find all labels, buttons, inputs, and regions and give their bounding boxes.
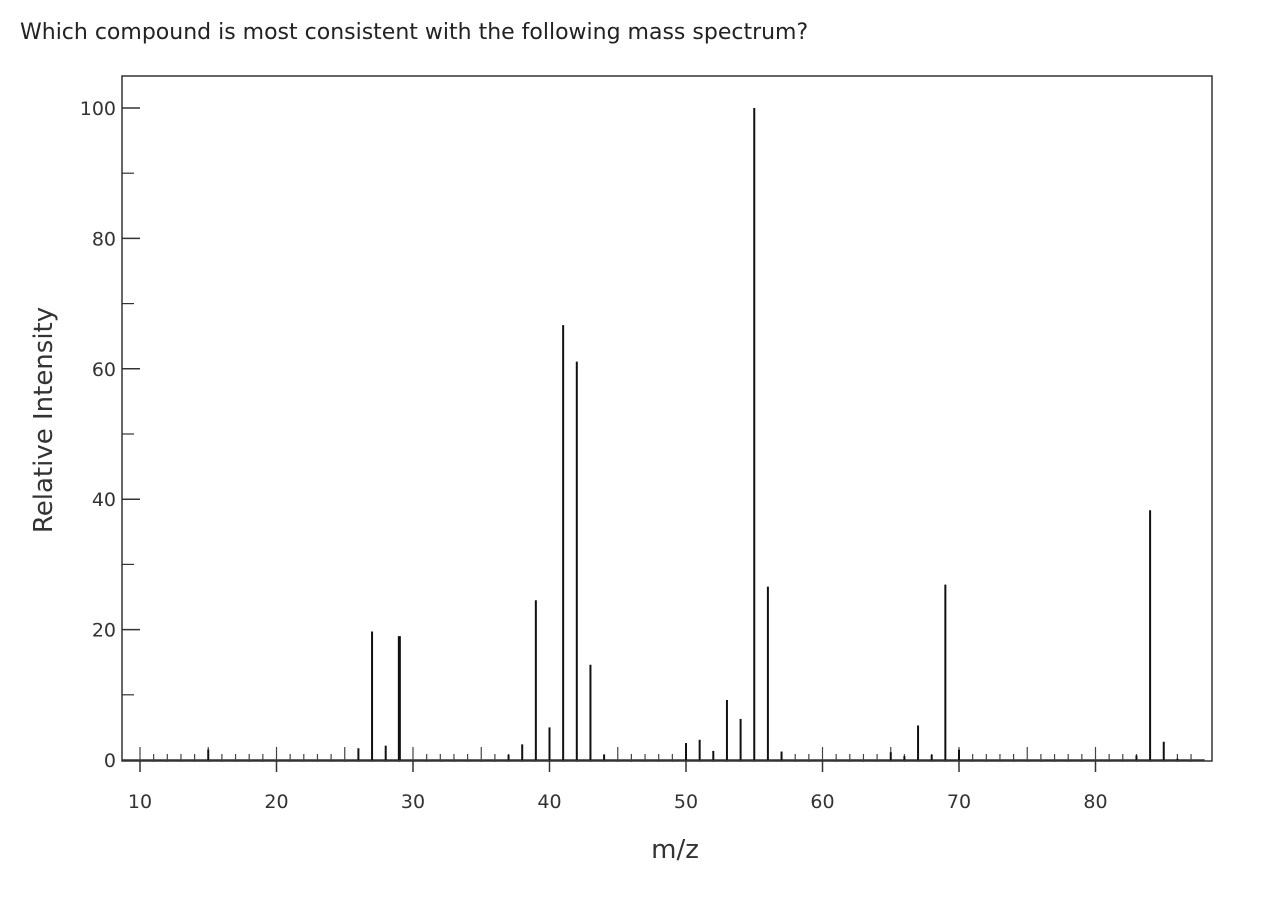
x-tick-label: 10 (128, 791, 152, 813)
y-tick-label: 0 (104, 750, 116, 772)
y-axis-title: Relative Intensity (29, 307, 59, 533)
question-text: Which compound is most consistent with t… (20, 20, 809, 45)
y-tick-label: 40 (92, 489, 116, 511)
x-tick-label: 50 (674, 791, 698, 813)
x-tick-label: 30 (401, 791, 425, 813)
x-tick-label: 20 (264, 791, 288, 813)
x-tick-label: 70 (947, 791, 971, 813)
y-tick-label: 20 (92, 620, 116, 642)
x-tick-label: 40 (537, 791, 561, 813)
x-tick-label: 60 (810, 791, 834, 813)
plot-frame (121, 75, 1213, 762)
y-tick-label: 100 (80, 98, 116, 120)
x-axis-title: m/z (651, 835, 699, 865)
y-tick-label: 80 (92, 228, 116, 250)
y-tick-label: 60 (92, 359, 116, 381)
x-tick-label: 80 (1083, 791, 1107, 813)
